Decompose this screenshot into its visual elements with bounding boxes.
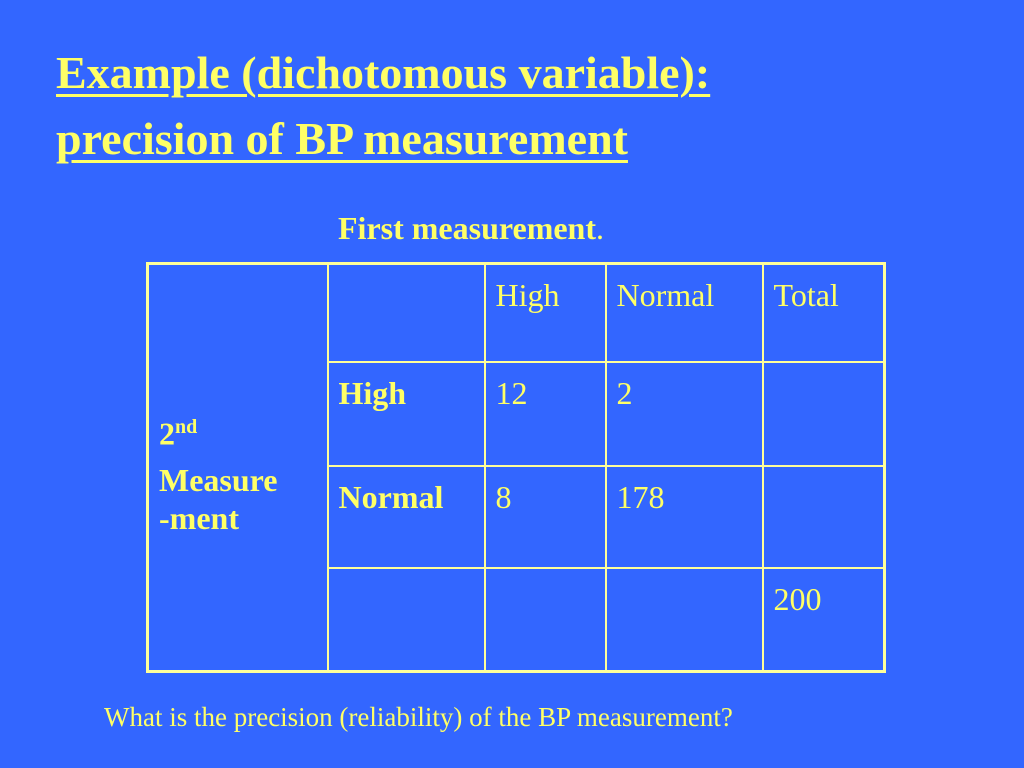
header-cell-normal: Normal — [604, 262, 764, 363]
table-header-row: 2nd Measure -ment High Normal Total — [146, 262, 886, 673]
table-row: High 12 2 — [148, 360, 886, 467]
row-heading-line-1: Measure — [159, 461, 278, 498]
cell-high-total — [761, 360, 886, 467]
cell-normal-high: 8 — [483, 464, 607, 569]
table-row: Normal 8 178 — [148, 464, 886, 569]
cell-normal-total — [761, 464, 886, 569]
column-heading: First measurement. — [338, 210, 604, 247]
row-label-total — [326, 566, 486, 673]
row-heading: 2nd Measure -ment — [159, 408, 317, 537]
row-heading-line-2: -ment — [159, 499, 239, 536]
cell-total-normal — [604, 566, 764, 673]
column-heading-dot: . — [596, 210, 604, 246]
slide-title: Example (dichotomous variable): precisio… — [56, 40, 710, 172]
row-heading-ordinal: 2nd — [159, 408, 317, 453]
header-cell-high: High — [483, 262, 607, 363]
header-cell-total: Total — [761, 262, 886, 363]
contingency-table: 2nd Measure -ment High Normal Total High… — [146, 262, 886, 673]
slide-title-line-1: Example (dichotomous variable): — [56, 47, 711, 98]
row-heading-number: 2 — [159, 415, 175, 452]
row-label-normal: Normal — [326, 464, 486, 569]
cell-total-high — [483, 566, 607, 673]
row-heading-cell: 2nd Measure -ment — [146, 262, 329, 673]
cell-normal-normal: 178 — [604, 464, 764, 569]
column-heading-text: First measurement — [338, 210, 596, 246]
header-cell-corner — [326, 262, 486, 363]
question-text: What is the precision (reliability) of t… — [104, 702, 733, 732]
table-row: 200 — [148, 566, 886, 673]
row-label-high: High — [326, 360, 486, 467]
cell-high-normal: 2 — [604, 360, 764, 467]
slide-title-line-2: precision of BP measurement — [56, 113, 628, 164]
row-heading-suffix: nd — [175, 416, 198, 439]
cell-grand-total: 200 — [761, 566, 886, 673]
cell-high-high: 12 — [483, 360, 607, 467]
